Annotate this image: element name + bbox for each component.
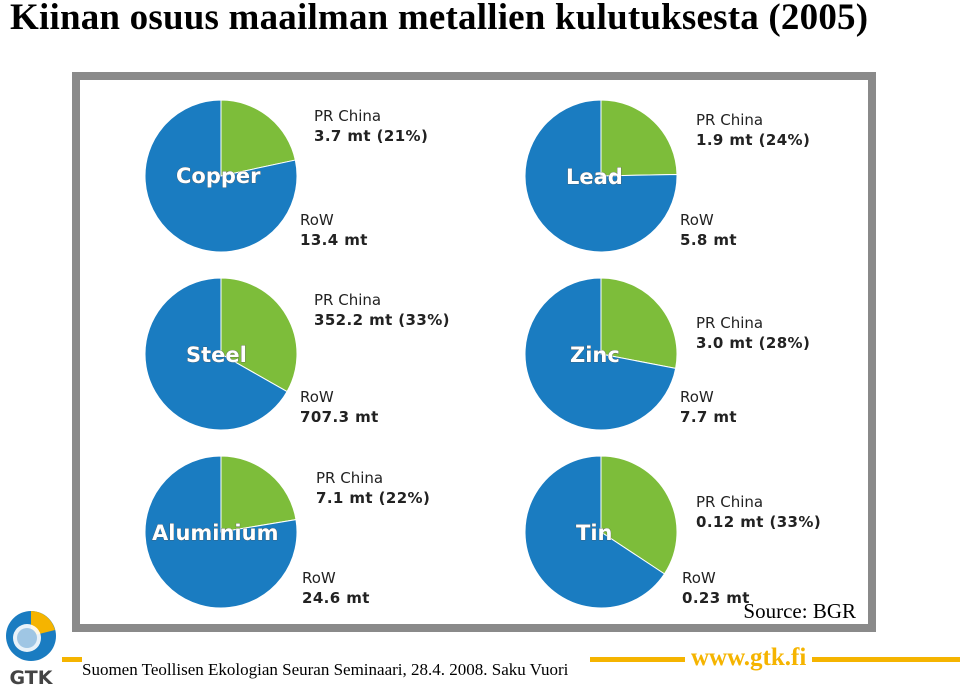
label-china-name: PR China xyxy=(314,107,382,125)
label-china: PR China 1.9 mt (24%) xyxy=(696,110,810,150)
label-row-value: 24.6 mt xyxy=(302,589,370,607)
label-row-value: 5.8 mt xyxy=(680,231,737,249)
pie-slice-row xyxy=(144,277,288,431)
pie-title: Steel xyxy=(186,343,247,367)
pie-slice-row xyxy=(524,99,678,253)
label-china-value: 7.1 mt (22%) xyxy=(316,489,431,507)
label-china: PR China 0.12 mt (33%) xyxy=(696,492,821,532)
pie-slice-china xyxy=(600,99,678,177)
label-china: PR China 352.2 mt (33%) xyxy=(314,290,450,330)
label-row-name: RoW xyxy=(300,388,334,406)
label-row: RoW 7.7 mt xyxy=(680,387,737,427)
pie-slice-china xyxy=(220,99,296,177)
label-row-name: RoW xyxy=(680,211,714,229)
label-china-value: 0.12 mt (33%) xyxy=(696,513,822,531)
label-china-name: PR China xyxy=(314,291,382,309)
slide-title: Kiinan osuus maailman metallien kulutuks… xyxy=(10,0,869,38)
label-row: RoW 707.3 mt xyxy=(300,387,379,427)
pie-chart-tin: Tin PR China 0.12 mt (33%) RoW 0.23 mt xyxy=(508,450,888,625)
website-link[interactable]: www.gtk.fi xyxy=(685,644,813,672)
pie-chart-aluminium: Aluminium PR China 7.1 mt (22%) RoW 24.6… xyxy=(128,450,508,625)
label-row: RoW 5.8 mt xyxy=(680,210,737,250)
footer-text: Suomen Teollisen Ekologian Seuran Semina… xyxy=(82,660,569,679)
label-row-name: RoW xyxy=(300,211,334,229)
label-row-value: 13.4 mt xyxy=(300,231,368,249)
label-row-value: 0.23 mt xyxy=(682,589,750,607)
pie-title: Copper xyxy=(176,164,261,188)
gtk-logo-icon: GTK xyxy=(6,611,56,689)
pie-slice-row xyxy=(524,455,666,609)
label-china-name: PR China xyxy=(696,493,764,511)
label-row-name: RoW xyxy=(680,388,714,406)
label-china-name: PR China xyxy=(316,469,384,487)
pie-slice-row xyxy=(144,455,298,609)
label-row-value: 707.3 mt xyxy=(300,408,379,426)
pie-title: Zinc xyxy=(570,343,620,367)
footer-rule-left xyxy=(62,657,82,662)
pie-slice-china xyxy=(600,277,678,370)
chart-panel-inner: Copper PR China 3.7 mt (21%) RoW 13.4 mt… xyxy=(80,80,868,624)
label-china-value: 1.9 mt (24%) xyxy=(696,131,811,149)
label-china: PR China 3.7 mt (21%) xyxy=(314,106,428,146)
label-china-value: 3.0 mt (28%) xyxy=(696,334,811,352)
pie-title: Aluminium xyxy=(152,521,278,545)
label-china-name: PR China xyxy=(696,314,764,332)
label-row-name: RoW xyxy=(302,569,336,587)
pie-slice-row xyxy=(144,99,298,253)
pie-svg-tin: Tin xyxy=(524,455,678,609)
label-row: RoW 13.4 mt xyxy=(300,210,368,250)
label-row: RoW 0.23 mt xyxy=(682,568,750,608)
label-china-value: 3.7 mt (21%) xyxy=(314,127,429,145)
label-row-name: RoW xyxy=(682,569,716,587)
chart-panel: Copper PR China 3.7 mt (21%) RoW 13.4 mt… xyxy=(72,72,876,632)
source-text: Source: BGR xyxy=(743,599,856,623)
pie-svg-lead: Lead xyxy=(524,99,678,253)
pie-title: Tin xyxy=(576,521,612,545)
label-row-value: 7.7 mt xyxy=(680,408,737,426)
label-china-value: 352.2 mt (33%) xyxy=(314,311,450,329)
pie-title: Lead xyxy=(566,165,623,189)
pie-slice-china xyxy=(220,455,297,533)
pie-svg-aluminium: Aluminium xyxy=(144,455,298,609)
pie-svg-copper: Copper xyxy=(144,99,298,253)
pie-slice-china xyxy=(220,277,298,393)
pie-slice-row xyxy=(524,277,677,431)
label-row: RoW 24.6 mt xyxy=(302,568,370,608)
pie-chart-steel: Steel PR China 352.2 mt (33%) RoW 707.3 … xyxy=(128,272,508,447)
label-china: PR China 7.1 mt (22%) xyxy=(316,468,430,508)
logo-text: GTK xyxy=(10,667,54,689)
pie-chart-lead: Lead PR China 1.9 mt (24%) RoW 5.8 mt xyxy=(508,94,888,269)
pie-chart-zinc: Zinc PR China 3.0 mt (28%) RoW 7.7 mt xyxy=(508,272,888,447)
pie-svg-zinc: Zinc xyxy=(524,277,678,431)
label-china-name: PR China xyxy=(696,111,764,129)
pie-chart-copper: Copper PR China 3.7 mt (21%) RoW 13.4 mt xyxy=(128,94,508,269)
label-china: PR China 3.0 mt (28%) xyxy=(696,313,810,353)
pie-svg-steel: Steel xyxy=(144,277,298,431)
